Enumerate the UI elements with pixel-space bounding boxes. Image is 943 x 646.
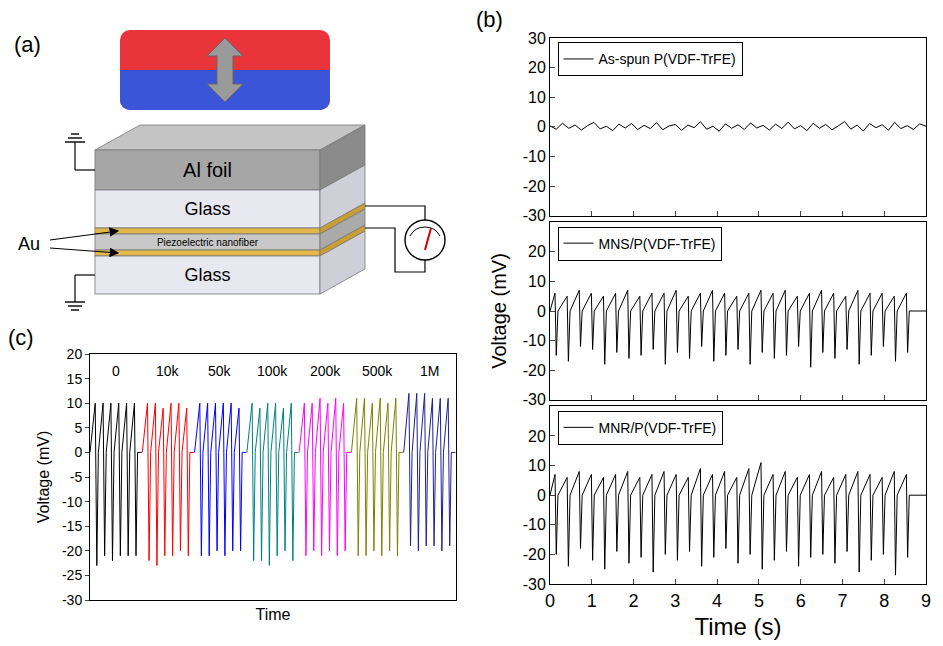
svg-text:200k: 200k	[310, 363, 341, 379]
svg-text:10: 10	[528, 457, 546, 474]
svg-text:20: 20	[528, 243, 546, 260]
svg-text:(b): (b)	[476, 7, 503, 32]
svg-text:Glass: Glass	[184, 265, 230, 285]
svg-text:0: 0	[112, 363, 120, 379]
svg-text:0: 0	[537, 303, 546, 320]
svg-text:0: 0	[537, 118, 546, 135]
svg-text:20: 20	[67, 346, 83, 362]
svg-text:5: 5	[754, 591, 764, 611]
svg-text:500k: 500k	[362, 363, 393, 379]
svg-text:Voltage (mV): Voltage (mV)	[488, 253, 510, 369]
svg-text:-30: -30	[523, 207, 546, 224]
svg-text:0: 0	[74, 444, 82, 460]
svg-text:As-spun P(VDF-TrFE): As-spun P(VDF-TrFE)	[599, 51, 736, 67]
svg-text:-20: -20	[62, 543, 82, 559]
svg-text:-10: -10	[523, 148, 546, 165]
svg-text:-20: -20	[523, 178, 546, 195]
svg-text:10: 10	[67, 395, 83, 411]
svg-text:-10: -10	[523, 332, 546, 349]
svg-text:0: 0	[545, 591, 555, 611]
svg-text:10: 10	[528, 273, 546, 290]
svg-text:3: 3	[670, 591, 680, 611]
svg-text:10k: 10k	[156, 363, 180, 379]
svg-text:2: 2	[629, 591, 639, 611]
svg-text:1: 1	[587, 591, 597, 611]
svg-text:8: 8	[879, 591, 889, 611]
svg-text:20: 20	[528, 59, 546, 76]
svg-text:-30: -30	[523, 391, 546, 408]
svg-text:MNS/P(VDF-TrFE): MNS/P(VDF-TrFE)	[599, 236, 716, 252]
svg-text:(c): (c)	[8, 325, 34, 350]
svg-text:Au: Au	[18, 234, 40, 254]
svg-text:-30: -30	[523, 576, 546, 593]
svg-text:1M: 1M	[420, 363, 439, 379]
svg-text:50k: 50k	[208, 363, 232, 379]
svg-text:Glass: Glass	[184, 199, 230, 219]
svg-text:-30: -30	[62, 592, 82, 608]
svg-text:Al foil: Al foil	[183, 159, 232, 181]
svg-text:7: 7	[837, 591, 847, 611]
svg-text:MNR/P(VDF-TrFE): MNR/P(VDF-TrFE)	[599, 420, 717, 436]
svg-text:-20: -20	[523, 362, 546, 379]
svg-text:10: 10	[528, 89, 546, 106]
svg-text:Time: Time	[256, 606, 291, 623]
svg-text:-10: -10	[523, 516, 546, 533]
svg-text:(a): (a)	[14, 32, 41, 57]
svg-text:100k: 100k	[257, 363, 288, 379]
svg-text:30: 30	[528, 30, 546, 47]
svg-text:6: 6	[796, 591, 806, 611]
svg-text:15: 15	[67, 371, 83, 387]
svg-text:-20: -20	[523, 546, 546, 563]
svg-text:20: 20	[528, 428, 546, 445]
svg-text:-15: -15	[62, 518, 82, 534]
svg-text:-10: -10	[62, 494, 82, 510]
svg-text:5: 5	[74, 420, 82, 436]
svg-text:-5: -5	[70, 469, 83, 485]
svg-text:9: 9	[921, 591, 931, 611]
svg-text:Voltage (mV): Voltage (mV)	[35, 431, 52, 523]
svg-text:-25: -25	[62, 567, 82, 583]
svg-text:4: 4	[712, 591, 722, 611]
svg-text:0: 0	[537, 487, 546, 504]
svg-text:Piezoelectric nanofiber: Piezoelectric nanofiber	[157, 237, 259, 248]
svg-text:Time (s): Time (s)	[694, 613, 781, 640]
